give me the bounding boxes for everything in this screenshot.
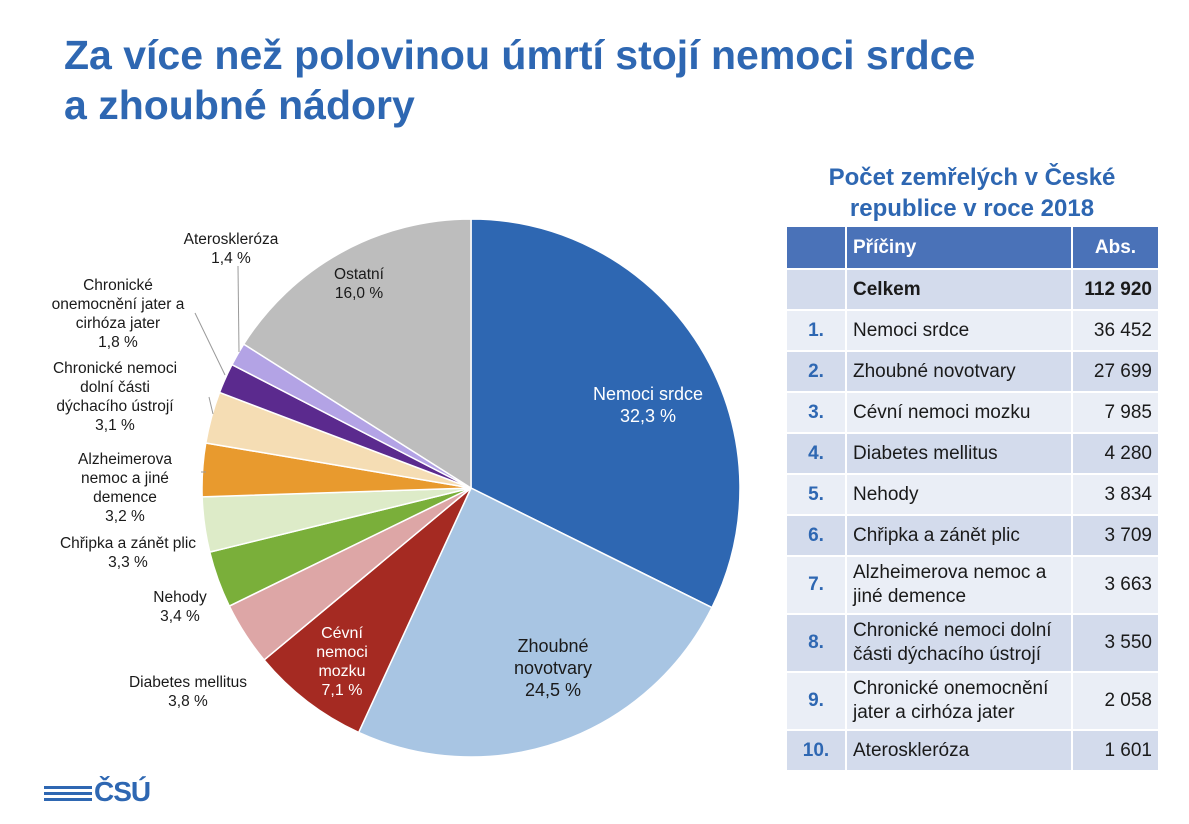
slice-label-zhoubne-novotvary: Zhoubné novotvary 24,5 %: [514, 636, 592, 700]
table-title-line-2: republice v roce 2018: [849, 195, 1095, 222]
row-cause: Ateroskleróza: [845, 729, 1073, 772]
row-cause: Zhoubné novotvary: [845, 350, 1073, 393]
row-number: 3.: [785, 391, 847, 434]
row-number: 9.: [785, 671, 847, 731]
row-cause: Cévní nemoci mozku: [845, 391, 1073, 434]
row-cause: Chronické nemoci dolní části dýchacího ús…: [845, 613, 1073, 673]
deaths-table: Příčiny Abs. Celkem 112 920 1. Nemoci srd…: [785, 225, 1160, 772]
table-row: 5. Nehody 3 834: [785, 473, 1160, 516]
row-cause: Chronické onemocnění jater a cirhóza jate…: [845, 671, 1073, 731]
row-number: 2.: [785, 350, 847, 393]
row-value: 3 834: [1071, 473, 1160, 516]
slice-label-chripka-a-zanet-plic: Chřipka a zánět plic 3,3 %: [60, 535, 196, 571]
row-cause: Nemoci srdce: [845, 309, 1073, 352]
row-number: 6.: [785, 514, 847, 557]
table-title-line-1: Počet zemřelých v České: [828, 164, 1116, 191]
row-value: 1 601: [1071, 729, 1160, 772]
total-label: Celkem: [845, 268, 1073, 311]
row-number: 10.: [785, 729, 847, 772]
table-row: 2. Zhoubné novotvary 27 699: [785, 350, 1160, 393]
row-value: 2 058: [1071, 671, 1160, 731]
total-value: 112 920: [1071, 268, 1160, 311]
row-cause: Chřipka a zánět plic: [845, 514, 1073, 557]
slice-label-chronicke-nemoci-dolni-casti-dychaciho-ustroji: Chronické nemoci dolní části dýchacího úst…: [53, 360, 177, 434]
slice-label-diabetes-mellitus: Diabetes mellitus 3,8 %: [129, 674, 247, 710]
row-value: 27 699: [1071, 350, 1160, 393]
leader-line-chronicke-nemoci-dolni-casti-dychaciho-ustroji: [208, 396, 214, 415]
row-cause: Nehody: [845, 473, 1073, 516]
total-num-cell: [785, 268, 847, 311]
table-row: 1. Nemoci srdce 36 452: [785, 309, 1160, 352]
table-body: Celkem 112 920 1. Nemoci srdce 36 452 2. Zho…: [785, 268, 1160, 772]
row-value: 3 709: [1071, 514, 1160, 557]
table-title: Počet zemřelých v České republice v roce…: [786, 162, 1158, 224]
table-row: 4. Diabetes mellitus 4 280: [785, 432, 1160, 475]
row-value: 3 550: [1071, 613, 1160, 673]
slice-label-ostatni: Ostatní 16,0 %: [334, 266, 385, 302]
leader-line-ateroskleroza: [237, 265, 240, 353]
csu-logo: ČSÚ: [44, 776, 154, 810]
logo-lines-icon: [44, 786, 92, 804]
table-row: 8. Chronické nemoci dolní části dýchacího …: [785, 613, 1160, 673]
slice-label-ateroskleroza: Ateroskleróza 1,4 %: [184, 231, 279, 267]
pie-slice-cevni-nemoci-mozku: [263, 487, 472, 734]
leader-line-chronicke-onemocneni-jater-a-cirhoza-jater: [194, 312, 226, 376]
row-number: 5.: [785, 473, 847, 516]
row-number: 7.: [785, 555, 847, 615]
row-cause: Alzheimerova nemoc a jiné demence: [845, 555, 1073, 615]
row-value: 3 663: [1071, 555, 1160, 615]
table-header-row: Příčiny Abs.: [785, 225, 1160, 270]
table-header-cause: Příčiny: [845, 225, 1073, 270]
table-row: 7. Alzheimerova nemoc a jiné demence 3 663: [785, 555, 1160, 615]
table-total-row: Celkem 112 920: [785, 268, 1160, 311]
logo-text: ČSÚ: [94, 776, 151, 807]
row-number: 1.: [785, 309, 847, 352]
table-header-abs: Abs.: [1071, 225, 1160, 270]
pie-slice-nemoci-srdce: [470, 218, 741, 609]
pie-chart: Nemoci srdce 32,3 % Zhoubné novotvary 24,5 %…: [52, 218, 741, 758]
row-number: 8.: [785, 613, 847, 673]
table-row: 10. Ateroskleróza 1 601: [785, 729, 1160, 772]
slice-label-chronicke-onemocneni-jater-a-cirhoza-jater: Chronické onemocnění jater a cirhóza jater…: [52, 277, 185, 351]
slice-label-nehody: Nehody 3,4 %: [153, 589, 207, 625]
slice-label-alzheimerova-nemoc-a-jine-demence: Alzheimerova nemoc a jiné demence 3,2 %: [78, 451, 172, 525]
table-row: 3. Cévní nemoci mozku 7 985: [785, 391, 1160, 434]
table-header-num: [785, 225, 847, 270]
table-row: 9. Chronické onemocnění jater a cirhóza ja…: [785, 671, 1160, 731]
page-title: Za více než polovinou úmrtí stojí nemoci…: [64, 30, 1114, 130]
pie-slice-ostatni: [242, 218, 472, 490]
row-value: 36 452: [1071, 309, 1160, 352]
page-title-line-1: Za více než polovinou úmrtí stojí nemoci…: [64, 32, 976, 78]
slice-label-nemoci-srdce: Nemoci srdce 32,3 %: [593, 384, 703, 426]
row-cause: Diabetes mellitus: [845, 432, 1073, 475]
table-row: 6. Chřipka a zánět plic 3 709: [785, 514, 1160, 557]
row-value: 7 985: [1071, 391, 1160, 434]
slice-label-cevni-nemoci-mozku: Cévní nemoci mozku 7,1 %: [316, 625, 368, 699]
pie-slice-zhoubne-novotvary: [357, 486, 713, 758]
row-value: 4 280: [1071, 432, 1160, 475]
row-number: 4.: [785, 432, 847, 475]
page-title-line-2: a zhoubné nádory: [64, 82, 415, 128]
